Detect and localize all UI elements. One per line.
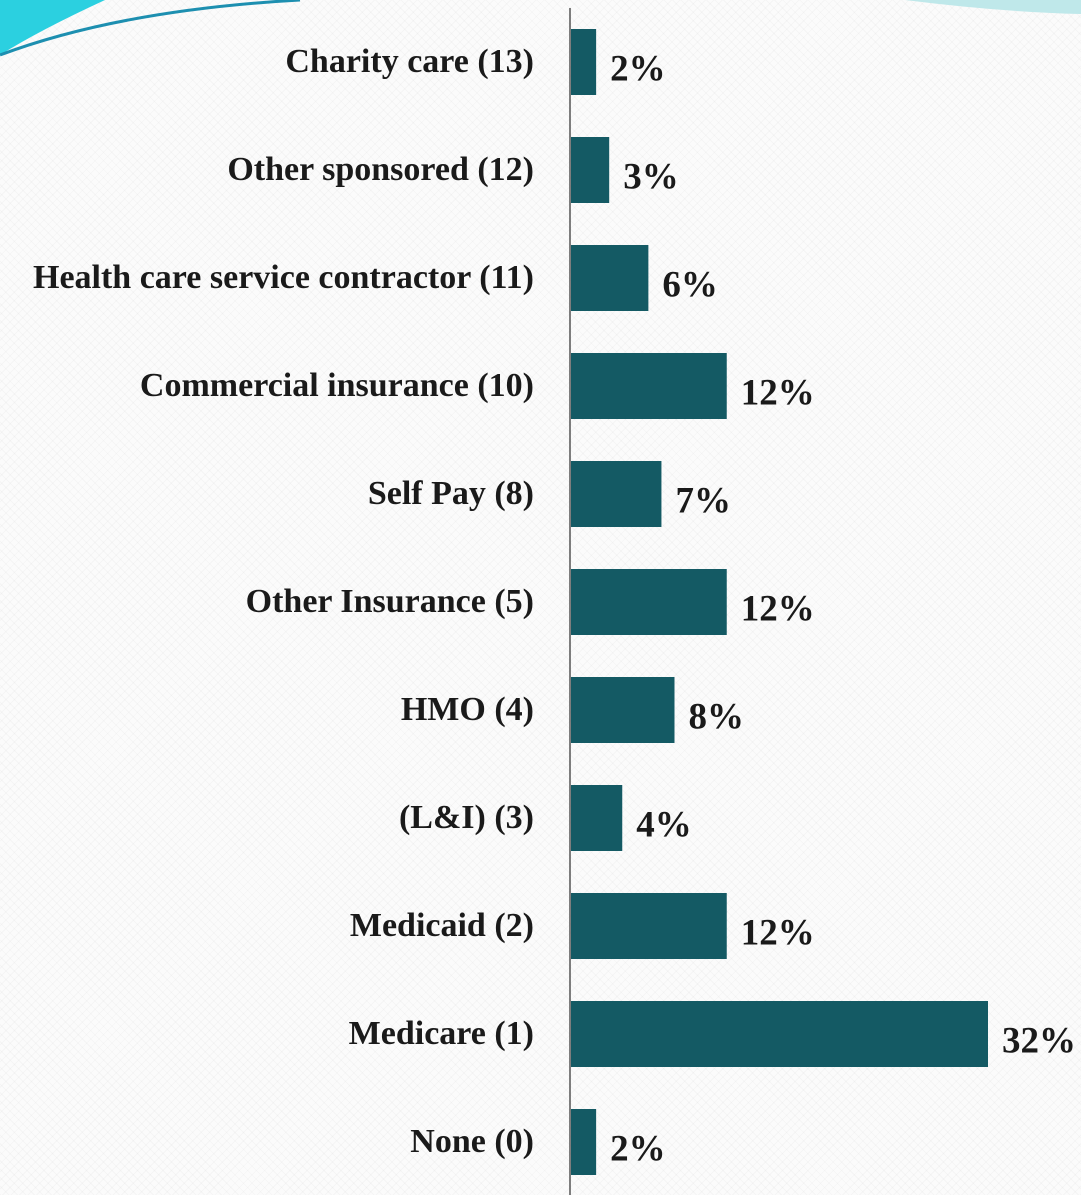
bar [571,1109,597,1175]
category-label: None (0) [8,1088,534,1196]
value-label: 6% [662,264,718,305]
bar [571,677,675,743]
category-label: Self Pay (8) [8,440,534,548]
decoration [0,0,301,57]
value-label: 32% [1002,1020,1076,1061]
value-label: 2% [610,1128,666,1169]
bar [571,569,727,635]
category-text: (L&I) (3) [398,799,534,836]
bar [571,893,727,959]
bar [571,353,727,419]
value-label: 12% [741,372,815,413]
value-label: 12% [741,588,815,629]
category-text: HMO (4) [400,691,534,728]
category-text: Charity care (13) [285,43,534,80]
category-label: HMO (4) [8,656,534,764]
value-label: 12% [741,912,815,953]
bar [571,461,662,527]
category-text: None (0) [410,1123,534,1160]
value-label: 7% [675,480,731,521]
category-label: Commercial insurance (10) [8,332,534,440]
category-text: Other Insurance (5) [245,583,534,620]
category-label: (L&I) (3) [8,764,534,872]
bar [571,785,623,851]
bar [571,1001,988,1067]
category-text: Health care service contractor (11) [33,259,534,296]
value-label: 3% [623,156,679,197]
category-text: Self Pay (8) [367,475,534,512]
category-text: Other sponsored (12) [227,151,534,188]
category-text: Medicaid (2) [349,907,534,944]
decoration [0,0,105,55]
bar [571,245,649,311]
value-label: 4% [636,804,692,845]
category-label: Medicare (1) [8,980,534,1088]
decoration [905,0,1081,14]
value-label: 8% [689,696,745,737]
bar [571,29,597,95]
category-label: Charity care (13) [8,8,534,116]
category-text: Medicare (1) [348,1015,534,1052]
category-label: Other Insurance (5) [8,548,534,656]
category-label: Medicaid (2) [8,872,534,980]
category-label: Other sponsored (12) [8,116,534,224]
bar [571,137,610,203]
category-label: Health care service contractor (11) [8,224,534,332]
value-label: 2% [610,48,666,89]
category-text: Commercial insurance (10) [139,367,534,404]
